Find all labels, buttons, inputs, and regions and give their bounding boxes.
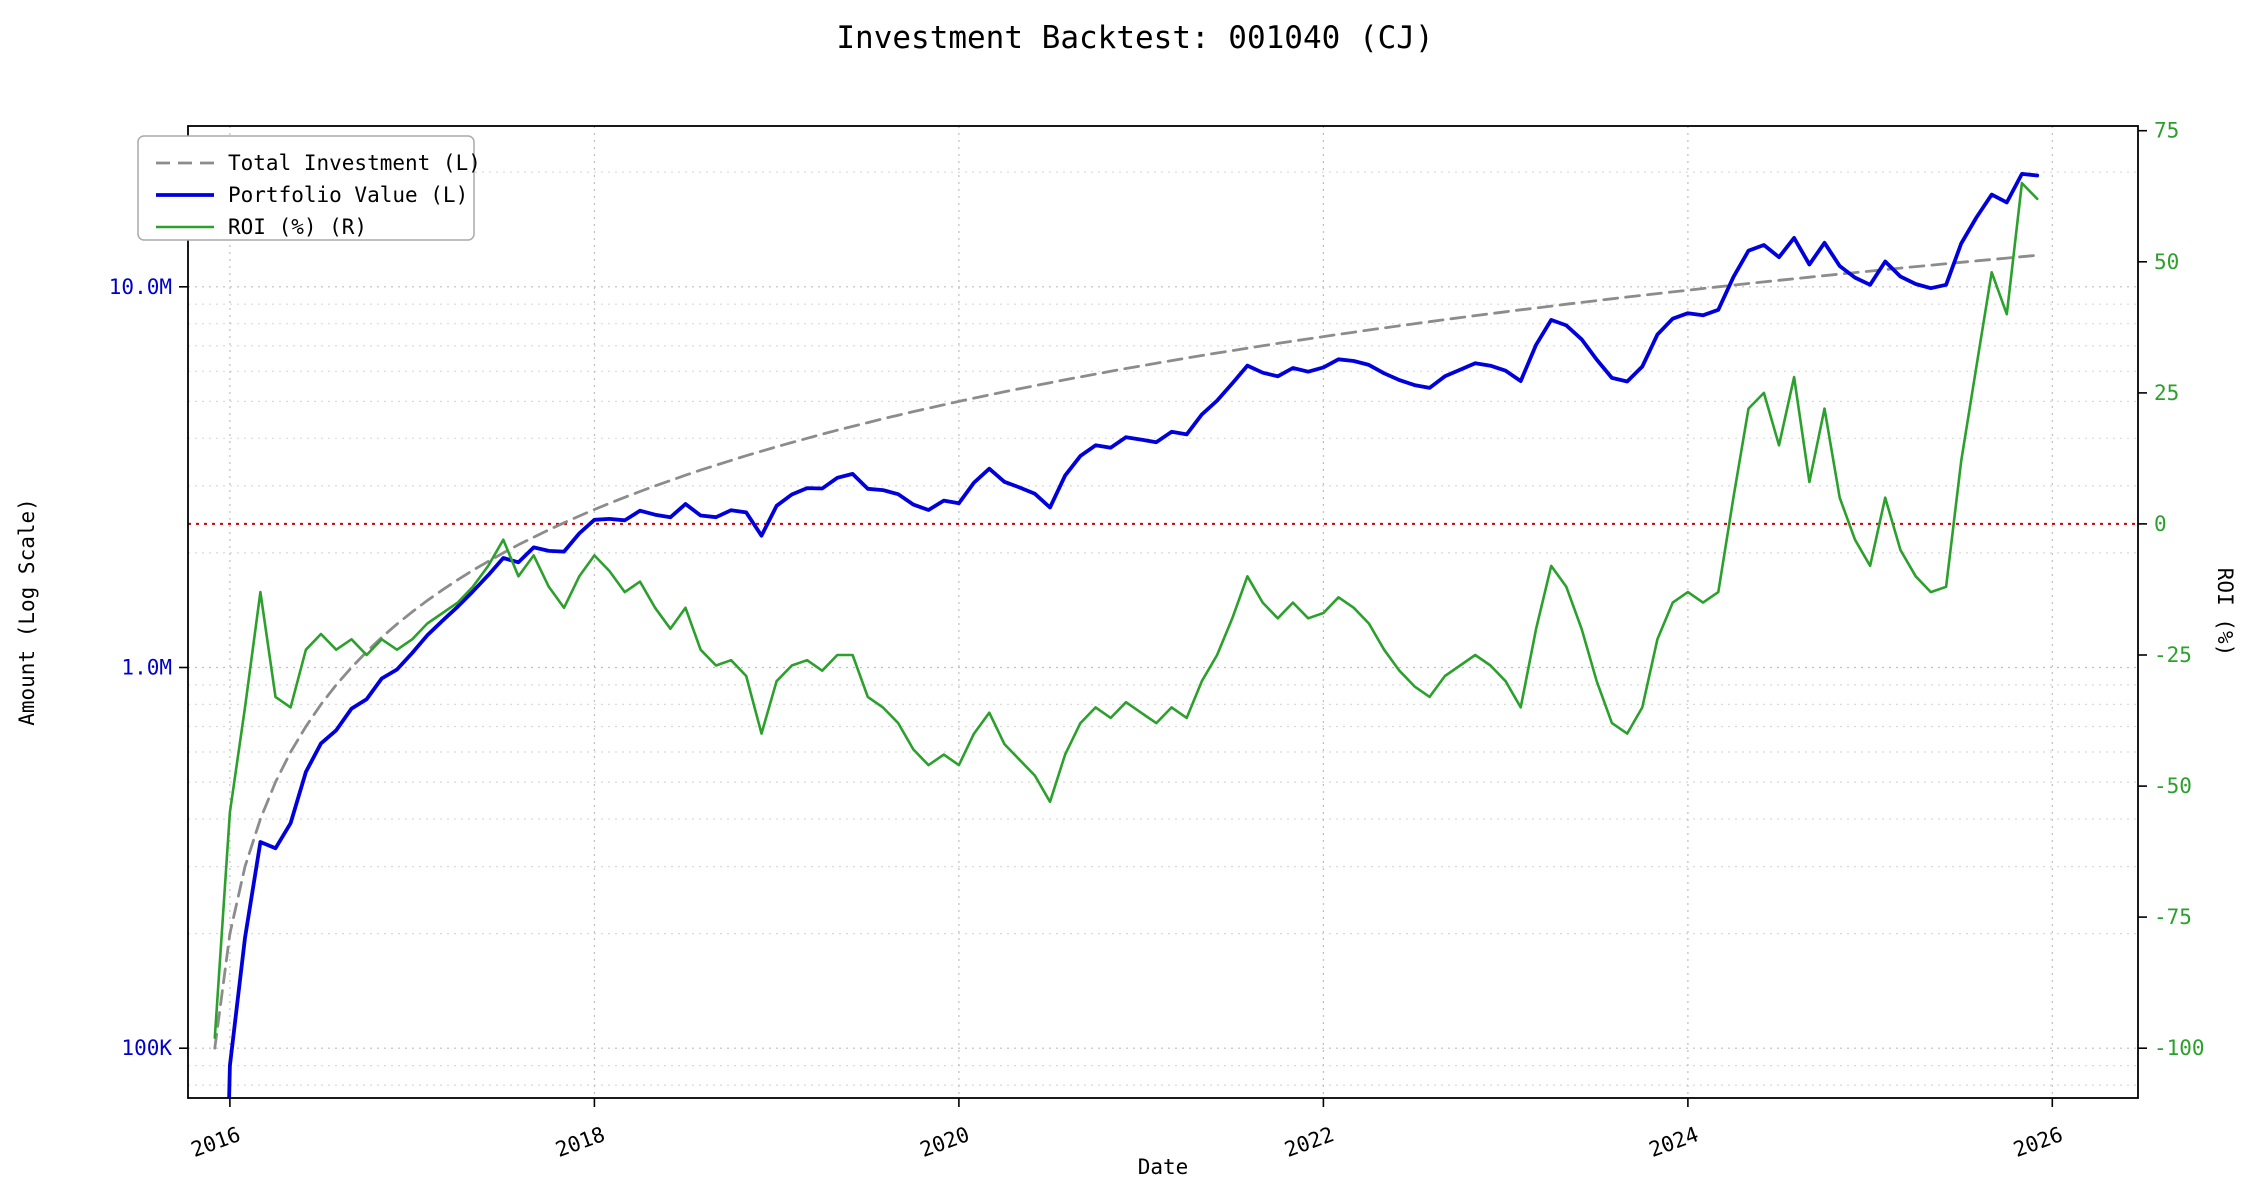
legend-label: ROI (%) (R): [228, 215, 367, 239]
right-axis-tick-label: 75: [2154, 119, 2179, 143]
x-axis-tick-label: 2020: [917, 1122, 973, 1162]
right-axis-tick-label: -100: [2154, 1036, 2205, 1060]
grid-layer: [188, 126, 2138, 1098]
left-axis-tick-label: 100K: [121, 1036, 172, 1060]
x-axis-tick-label: 2024: [1646, 1122, 1702, 1162]
x-axis-tick-label: 2018: [552, 1122, 608, 1162]
x-axis-tick-label: 2022: [1281, 1122, 1337, 1162]
left-axis-label: Amount (Log Scale): [15, 498, 39, 726]
left-axis-tick-label: 10.0M: [109, 275, 172, 299]
legend-label: Portfolio Value (L): [228, 183, 468, 207]
right-axis-tick-label: -25: [2154, 643, 2192, 667]
series-layer: [188, 172, 2138, 1098]
x-axis-label: Date: [1138, 1155, 1189, 1179]
x-axis-tick-label: 2026: [2010, 1122, 2066, 1162]
legend-box: [137, 135, 475, 241]
right-axis-tick-label: 50: [2154, 250, 2179, 274]
right-axis-tick-label: -75: [2154, 905, 2192, 929]
x-axis-tick-label: 2016: [188, 1122, 244, 1162]
legend: Total Investment (L) Portfolio Value (L) R…: [137, 135, 481, 241]
portfolio-value-line: [227, 172, 2040, 1098]
right-axis-label: ROI (%): [2213, 568, 2237, 657]
right-axis-tick-label: 0: [2154, 512, 2167, 536]
total-investment-line: [213, 253, 2039, 1050]
chart-title: Investment Backtest: 001040 (CJ): [836, 20, 1433, 56]
legend-label: Total Investment (L): [228, 151, 481, 175]
right-axis-tick-label: -50: [2154, 774, 2192, 798]
right-axis-tick-label: 25: [2154, 381, 2179, 405]
roi-line: [213, 181, 2039, 1039]
left-axis-tick-label: 1.0M: [121, 656, 172, 680]
plot-frame: [187, 125, 2139, 1099]
